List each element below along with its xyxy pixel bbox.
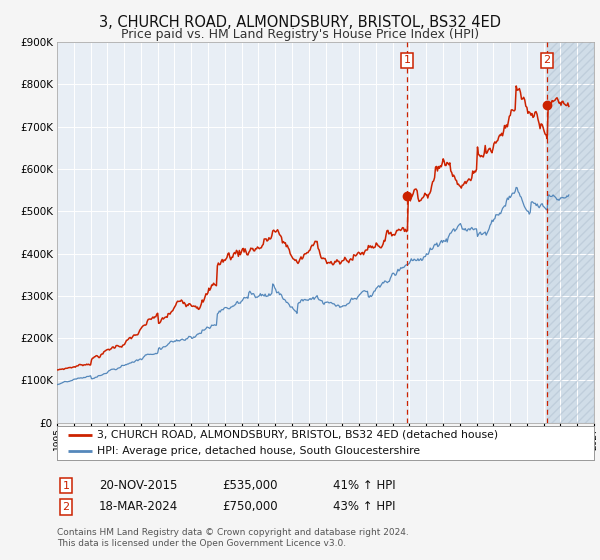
Text: Contains HM Land Registry data © Crown copyright and database right 2024.
This d: Contains HM Land Registry data © Crown c…	[57, 528, 409, 548]
Text: 3, CHURCH ROAD, ALMONDSBURY, BRISTOL, BS32 4ED (detached house): 3, CHURCH ROAD, ALMONDSBURY, BRISTOL, BS…	[97, 430, 499, 440]
Text: Price paid vs. HM Land Registry's House Price Index (HPI): Price paid vs. HM Land Registry's House …	[121, 28, 479, 41]
Text: 2: 2	[62, 502, 70, 512]
Bar	[547, 42, 594, 423]
Text: 2: 2	[544, 55, 551, 66]
Text: 1: 1	[62, 480, 70, 491]
Text: £750,000: £750,000	[222, 500, 278, 514]
Bar	[547, 42, 594, 423]
Text: £535,000: £535,000	[222, 479, 277, 492]
Text: HPI: Average price, detached house, South Gloucestershire: HPI: Average price, detached house, Sout…	[97, 446, 421, 456]
Text: 43% ↑ HPI: 43% ↑ HPI	[333, 500, 395, 514]
Text: 1: 1	[404, 55, 411, 66]
Text: 20-NOV-2015: 20-NOV-2015	[99, 479, 178, 492]
Text: 41% ↑ HPI: 41% ↑ HPI	[333, 479, 395, 492]
Text: 18-MAR-2024: 18-MAR-2024	[99, 500, 178, 514]
Text: 3, CHURCH ROAD, ALMONDSBURY, BRISTOL, BS32 4ED: 3, CHURCH ROAD, ALMONDSBURY, BRISTOL, BS…	[99, 15, 501, 30]
